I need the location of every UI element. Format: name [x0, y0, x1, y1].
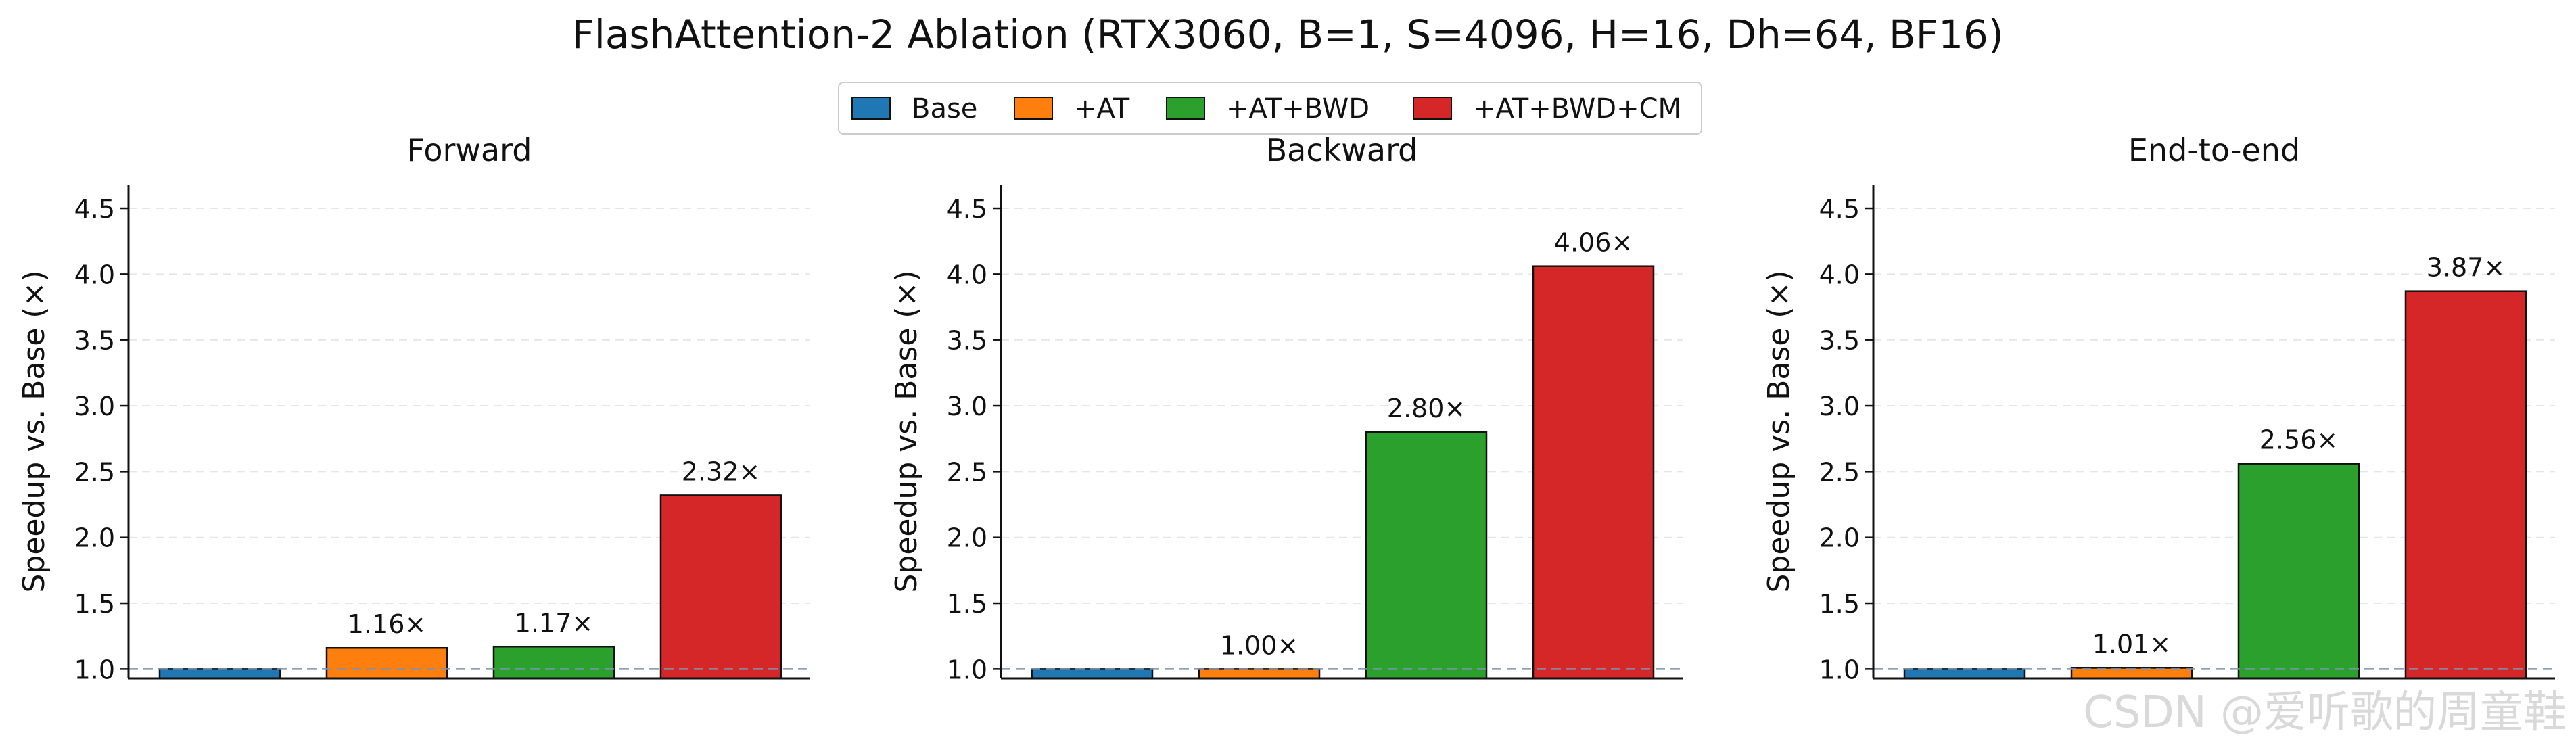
- y-tick-label: 1.0: [74, 655, 115, 684]
- y-tick-label: 4.0: [74, 260, 115, 289]
- y-axis-label-2: Speedup vs. Base (×): [1762, 270, 1796, 593]
- y-tick-label: 4.0: [947, 260, 987, 289]
- y-axis-label-1: Speedup vs. Base (×): [889, 270, 924, 593]
- y-tick-label: 1.5: [947, 589, 987, 619]
- data-label: 1.16×: [348, 609, 426, 639]
- figure-title: FlashAttention-2 Ablation (RTX3060, B=1,…: [571, 11, 2003, 57]
- legend-label-3: +AT+BWD+CM: [1473, 93, 1681, 124]
- y-tick-label: 3.5: [947, 326, 987, 356]
- y-tick-label: 3.5: [1819, 326, 1860, 356]
- y-tick-label: 1.0: [1819, 655, 1860, 684]
- y-tick-label: 3.0: [74, 392, 115, 421]
- bar: [659, 494, 782, 680]
- panel-1: Backward Speedup vs. Base (×) 1.0 1.5 2.0 2.5…: [889, 132, 1683, 684]
- panel-title-2: End-to-end: [2128, 132, 2300, 168]
- data-label: 4.06×: [1554, 228, 1633, 258]
- data-label: 2.32×: [682, 456, 760, 486]
- bar: [1198, 668, 1321, 680]
- y-tick-label: 1.0: [947, 655, 987, 684]
- y-tick-label: 2.0: [1819, 523, 1860, 553]
- y-axis-label-0: Speedup vs. Base (×): [17, 270, 51, 593]
- legend-frame: [838, 82, 1702, 135]
- y-tick-label: 4.5: [947, 194, 987, 224]
- bar: [492, 646, 615, 680]
- panel-title-1: Backward: [1266, 132, 1418, 168]
- bar: [1903, 668, 2026, 680]
- y-tick-label: 4.5: [74, 194, 115, 224]
- panel-0: Forward Speedup vs. Base (×) 1.0 1.5 2.0 2.5 3…: [17, 132, 810, 684]
- data-label: 2.56×: [2259, 425, 2338, 455]
- legend-swatch-2: [1166, 97, 1205, 120]
- y-tick-label: 2.5: [74, 457, 115, 487]
- y-tick-label: 2.0: [947, 523, 987, 553]
- panels: Forward Speedup vs. Base (×) 1.0 1.5 2.0 2.5 3…: [17, 132, 2555, 684]
- legend: Base +AT +AT+BWD +AT+BWD+CM: [838, 82, 1702, 135]
- y-tick-label: 4.5: [1819, 194, 1860, 224]
- bar: [1031, 668, 1154, 680]
- legend-swatch-0: [851, 97, 891, 120]
- y-tick-label: 2.5: [1819, 457, 1860, 487]
- bar: [2404, 290, 2527, 680]
- y-tick-label: 3.0: [947, 392, 987, 421]
- bar: [325, 646, 448, 680]
- watermark: CSDN @爱听歌的周童鞋: [2083, 688, 2567, 738]
- y-tick-label: 1.5: [74, 589, 115, 619]
- data-label: 1.00×: [1220, 630, 1298, 660]
- legend-swatch-3: [1413, 97, 1452, 120]
- legend-label-2: +AT+BWD: [1226, 93, 1369, 124]
- bar: [1365, 431, 1488, 680]
- data-label: 2.80×: [1387, 394, 1466, 423]
- y-tick-label: 3.0: [1819, 392, 1860, 421]
- bar: [158, 668, 281, 680]
- bar: [1532, 265, 1655, 680]
- legend-label-1: +AT: [1074, 93, 1130, 124]
- y-tick-label: 1.5: [1819, 589, 1860, 619]
- data-label: 1.17×: [515, 608, 593, 638]
- y-tick-label: 2.0: [74, 523, 115, 553]
- panel-2: End-to-end Speedup vs. Base (×) 1.0 1.5 2.0 2…: [1762, 132, 2555, 684]
- bar: [2237, 463, 2360, 680]
- legend-label-0: Base: [912, 93, 977, 124]
- panel-title-0: Forward: [407, 132, 532, 168]
- y-tick-label: 2.5: [947, 457, 987, 487]
- y-tick-label: 4.0: [1819, 260, 1860, 289]
- legend-swatch-1: [1014, 97, 1053, 120]
- data-label: 1.01×: [2092, 629, 2171, 659]
- y-tick-label: 3.5: [74, 326, 115, 356]
- data-label: 3.87×: [2427, 253, 2505, 283]
